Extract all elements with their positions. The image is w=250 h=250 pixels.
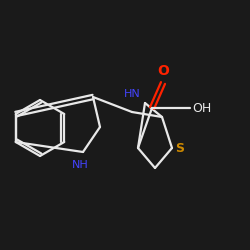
Text: NH: NH xyxy=(72,160,88,170)
Text: HN: HN xyxy=(124,89,141,99)
Text: O: O xyxy=(157,64,169,78)
Text: S: S xyxy=(175,142,184,154)
Text: OH: OH xyxy=(192,102,211,114)
